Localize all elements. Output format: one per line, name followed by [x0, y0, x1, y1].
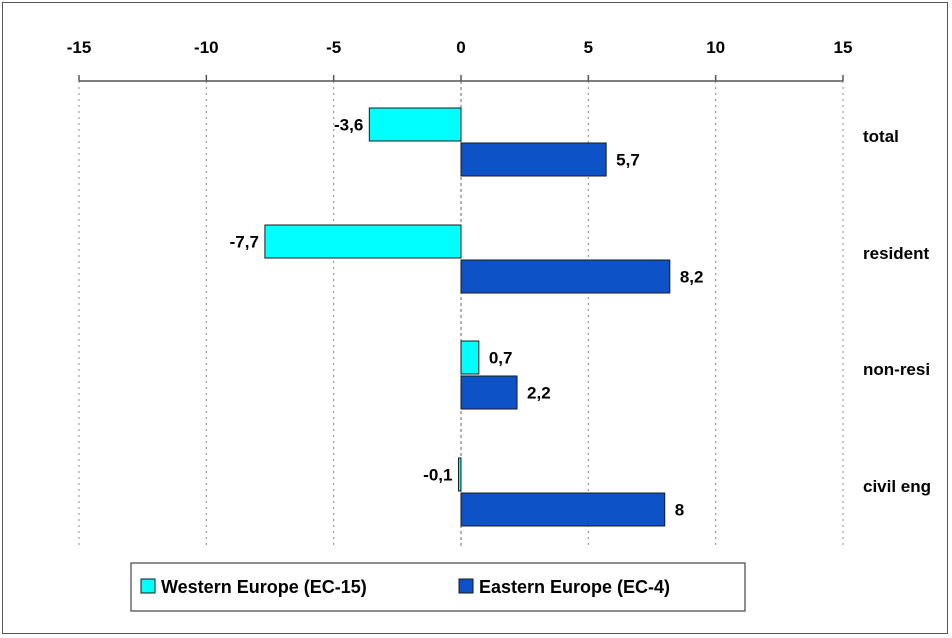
bar — [368, 107, 462, 142]
data-label: 8 — [675, 501, 684, 520]
x-tick-label: 10 — [706, 38, 725, 57]
legend-label: Western Europe (EC-15) — [161, 577, 367, 597]
x-tick-label: -10 — [194, 38, 219, 57]
bar-chart: -15 -10 -5 0 5 10 15 -3,6 5,7 total -7,7 8,2 residen… — [67, 38, 931, 612]
legend-swatch — [140, 578, 156, 594]
data-label: 0,7 — [489, 349, 513, 368]
data-label: -3,6 — [334, 116, 363, 135]
category-label: resident — [863, 244, 929, 263]
x-tick-label: 15 — [834, 38, 853, 57]
data-label: 2,2 — [527, 384, 551, 403]
bar — [460, 340, 480, 375]
x-tick-label: -15 — [67, 38, 92, 57]
bar — [460, 259, 671, 294]
data-label: 5,7 — [616, 151, 640, 170]
bar — [460, 375, 518, 410]
legend-box — [130, 562, 746, 612]
legend-label: Eastern Europe (EC-4) — [479, 577, 670, 597]
data-label: 8,2 — [680, 268, 704, 287]
data-label: -0,1 — [423, 466, 452, 485]
x-tick-label: 5 — [584, 38, 593, 57]
bar — [264, 224, 462, 259]
bar — [457, 457, 462, 492]
bar — [460, 492, 666, 527]
bar — [460, 142, 607, 177]
category-label: total — [863, 127, 899, 146]
legend-swatch — [458, 578, 474, 594]
category-label: civil eng — [863, 477, 931, 496]
category-label: non-resi — [863, 360, 930, 379]
x-tick-label: 0 — [456, 38, 465, 57]
data-label: -7,7 — [230, 233, 259, 252]
x-tick-label: -5 — [326, 38, 341, 57]
